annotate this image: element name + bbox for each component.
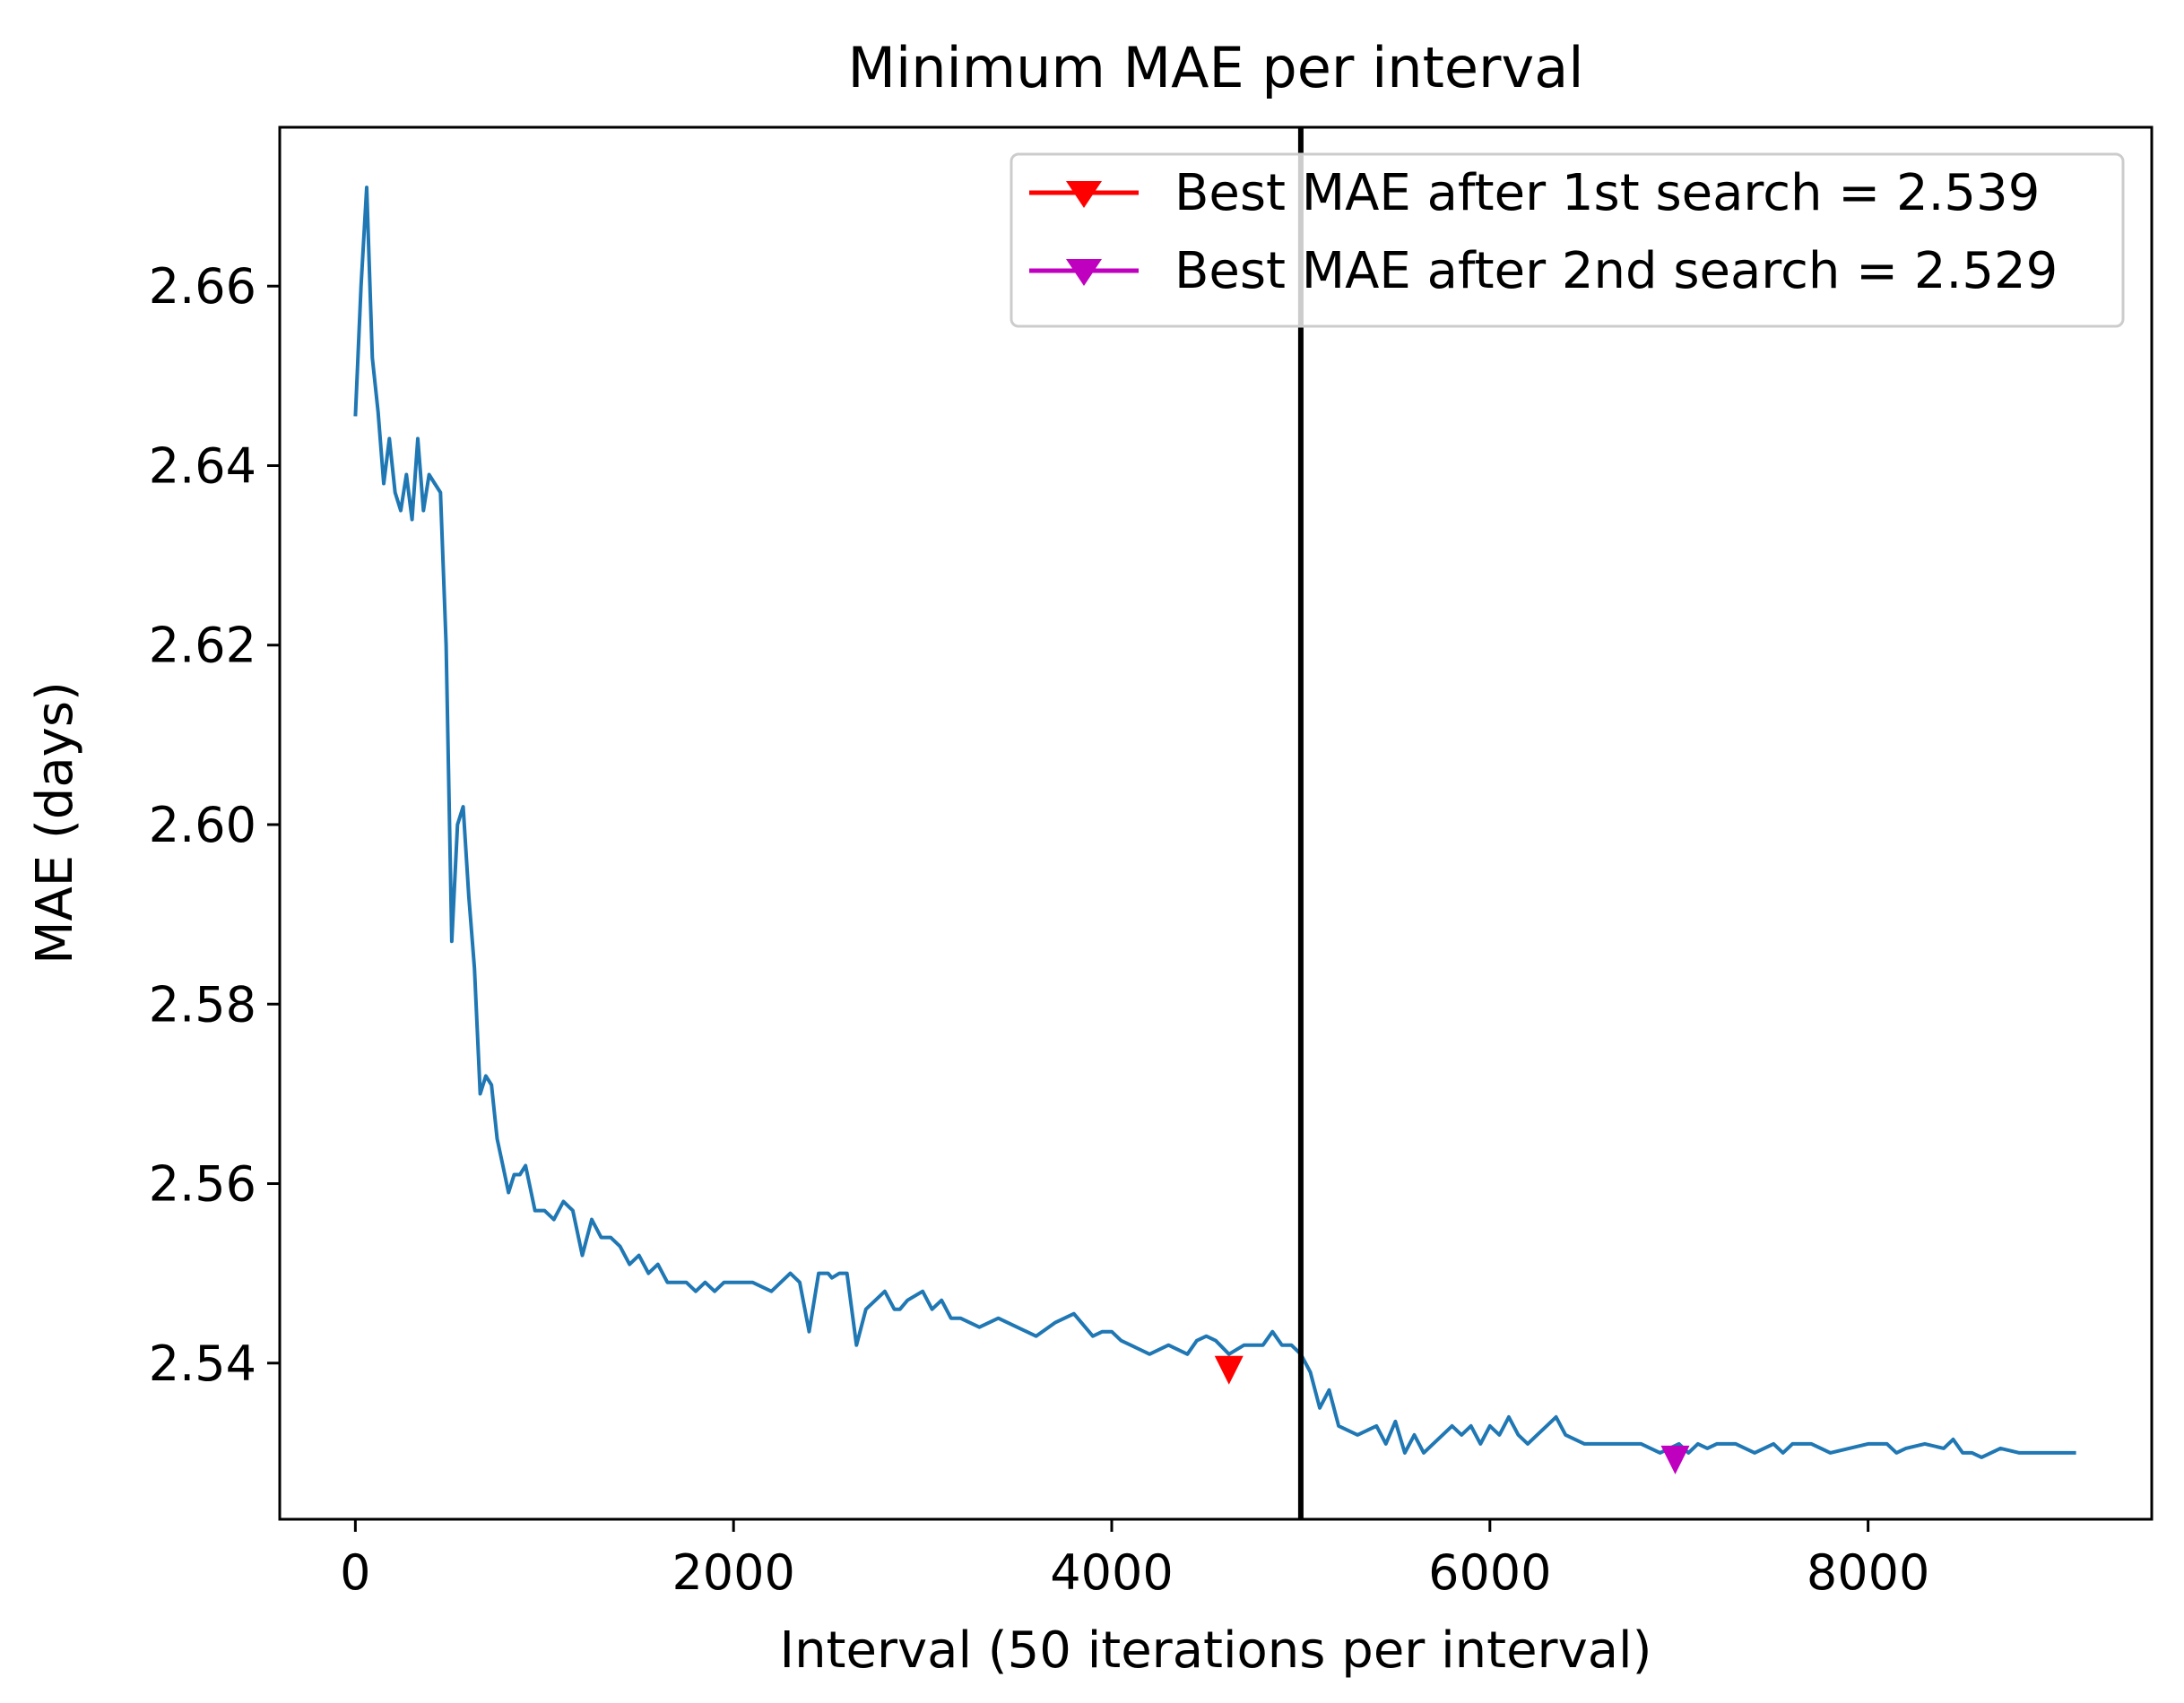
legend-marker-second-search: [1066, 259, 1102, 286]
x-tick-label: 0: [340, 1544, 370, 1601]
legend-box: [1010, 152, 2125, 328]
y-tick-label: 2.58: [149, 976, 256, 1033]
legend-label-second-search: Best MAE after 2nd search = 2.529: [1174, 242, 2058, 300]
y-tick-label: 2.62: [149, 618, 256, 674]
plot-frame: [278, 125, 2154, 1521]
series-line-0: [353, 186, 2076, 1459]
y-tick-label: 2.66: [149, 258, 256, 315]
x-tick-label: 8000: [1807, 1544, 1929, 1601]
chart-title: Minimum MAE per interval: [848, 35, 1584, 100]
x-axis-label: Interval (50 iterations per interval): [780, 1621, 1652, 1680]
legend-marker-first-search: [1066, 181, 1102, 208]
plot-area: [353, 127, 2076, 1519]
y-tick-label: 2.60: [149, 797, 256, 853]
legend-label-first-search: Best MAE after 1st search = 2.539: [1174, 164, 2040, 222]
legend: Best MAE after 1st search = 2.539 Best M…: [1010, 152, 2125, 328]
axis-ticks: 0 2000 4000 6000 8000 2.54 2.56 2.58 2.60 2.62 2.6…: [149, 258, 1930, 1601]
y-tick-label: 2.56: [149, 1156, 256, 1213]
y-tick-label: 2.64: [149, 437, 256, 494]
best-marker-2: [1660, 1445, 1690, 1474]
x-tick-label: 6000: [1428, 1544, 1551, 1601]
best-marker-1: [1214, 1355, 1244, 1385]
x-tick-label: 4000: [1050, 1544, 1173, 1601]
x-tick-label: 2000: [672, 1544, 794, 1601]
y-axis-label: MAE (days): [26, 681, 84, 964]
y-tick-label: 2.54: [149, 1336, 256, 1392]
